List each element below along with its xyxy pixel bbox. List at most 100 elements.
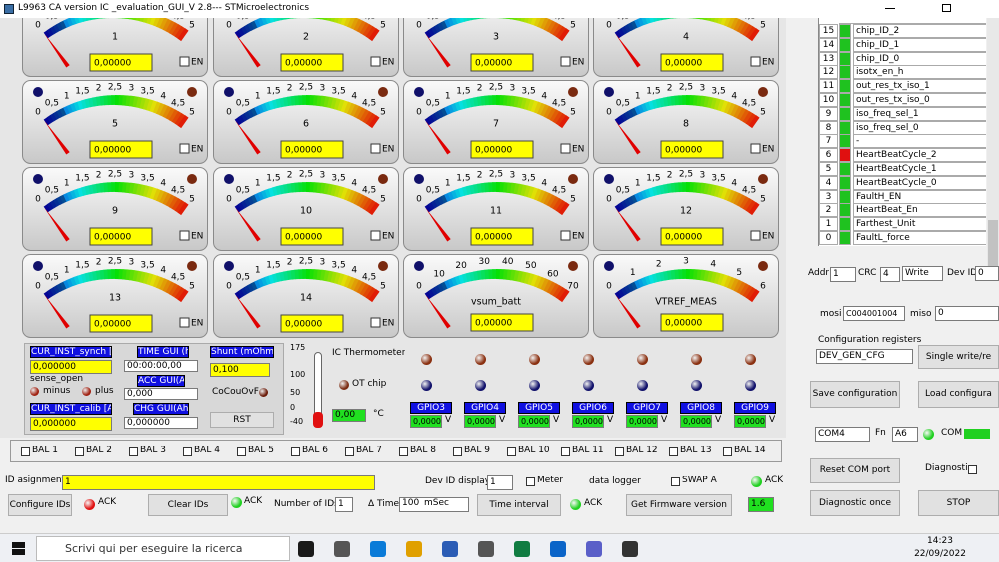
gauge-arc [53, 111, 61, 120]
checkbox[interactable] [723, 447, 732, 456]
bit-indicator [839, 175, 851, 190]
restore-button[interactable] [942, 4, 951, 12]
enable-checkbox[interactable] [750, 56, 761, 67]
checkbox[interactable] [526, 477, 535, 486]
gauge-arc [530, 274, 539, 287]
gauge-scale-label: 2 [667, 171, 673, 181]
thermo-scale-label: 50 [290, 388, 301, 397]
gauge-arc [630, 194, 639, 204]
enable-checkbox[interactable] [179, 317, 190, 328]
text-input[interactable]: 1 [62, 475, 375, 490]
checkbox[interactable] [399, 447, 408, 456]
enable-checkbox[interactable] [370, 230, 381, 241]
gauge-arc [427, 115, 436, 124]
gauge-arc [473, 270, 479, 281]
checkbox[interactable] [507, 447, 516, 456]
enable-checkbox[interactable] [750, 230, 761, 241]
taskbar-icon[interactable] [586, 541, 602, 557]
taskbar-icon[interactable] [334, 541, 350, 557]
clear-ids-button[interactable]: Clear IDs [148, 494, 228, 516]
checkbox[interactable] [291, 447, 300, 456]
gauge-arc [627, 283, 635, 292]
gauge-arc [162, 192, 172, 206]
firmware-button[interactable]: Get Firmware version [626, 494, 732, 516]
gauge-arc [645, 18, 652, 24]
taskbar-icon[interactable] [514, 541, 530, 557]
configure-ids-button[interactable]: Configure IDs [8, 494, 72, 516]
unit: V [445, 415, 452, 425]
checkbox[interactable] [345, 447, 354, 456]
enable-checkbox[interactable] [179, 143, 190, 154]
enable-checkbox[interactable] [370, 317, 381, 328]
checkbox[interactable] [75, 447, 84, 456]
checkbox[interactable] [21, 447, 30, 456]
gauge-arc [543, 105, 553, 119]
gauge-arc [730, 104, 740, 117]
text-input[interactable]: 1 [335, 497, 353, 512]
checkbox[interactable] [671, 477, 680, 486]
enable-checkbox[interactable] [560, 56, 571, 67]
enable-checkbox[interactable] [179, 56, 190, 67]
load-config-button[interactable]: Load configura [918, 381, 999, 408]
bit-number: 12 [819, 65, 838, 80]
spin-input[interactable]: 4 [880, 267, 900, 282]
reset-com-button[interactable]: Reset COM port [810, 458, 900, 483]
checkbox[interactable] [968, 465, 977, 474]
time-interval-button[interactable]: Time interval [477, 494, 561, 516]
dropdown[interactable]: COM4 [815, 427, 870, 442]
enable-checkbox[interactable] [370, 56, 381, 67]
scrollbar-thumb[interactable] [988, 220, 998, 275]
checkbox[interactable] [561, 447, 570, 456]
label: mosi [820, 309, 842, 319]
checkbox[interactable] [615, 447, 624, 456]
taskbar-icon[interactable] [478, 541, 494, 557]
checkbox[interactable] [669, 447, 678, 456]
enable-checkbox[interactable] [560, 230, 571, 241]
stop-button[interactable]: STOP [918, 490, 999, 516]
checkbox[interactable] [453, 447, 462, 456]
gauge-arc [520, 184, 528, 197]
value-field[interactable]: 0,100 [210, 363, 270, 377]
enable-label: EN [191, 145, 203, 155]
gauge-arc [549, 283, 560, 297]
taskbar-icon[interactable] [550, 541, 566, 557]
enable-checkbox[interactable] [750, 143, 761, 154]
gauge-arc [706, 270, 714, 283]
gauge-scale-label: 0,5 [45, 273, 59, 283]
gauge-scale-label: 0 [416, 21, 422, 31]
dropdown[interactable]: Write [902, 266, 943, 281]
gauge-value: 0,00000 [475, 319, 512, 329]
dropdown[interactable]: 100 mSec [399, 497, 469, 512]
gauge-arc [516, 183, 524, 196]
enable-checkbox[interactable] [370, 143, 381, 154]
minimize-button[interactable] [885, 8, 895, 9]
start-button[interactable] [12, 542, 25, 555]
text-input[interactable]: 0 [975, 266, 999, 281]
gauge-arc [617, 202, 626, 211]
gauge-arc [523, 185, 532, 198]
enable-checkbox[interactable] [179, 230, 190, 241]
single-write-button[interactable]: Single write/re [918, 345, 999, 369]
search-box[interactable]: Scrivi qui per eseguire la ricerca [36, 536, 290, 561]
checkbox[interactable] [129, 447, 138, 456]
unit: V [607, 415, 614, 425]
enable-checkbox[interactable] [560, 143, 571, 154]
gauge-arc [261, 276, 269, 287]
gauge-arc [275, 185, 282, 195]
save-config-button[interactable]: Save configuration [810, 381, 900, 408]
close-button[interactable] [986, 2, 998, 16]
taskbar-icon[interactable] [298, 541, 314, 557]
checkbox[interactable] [237, 447, 246, 456]
dropdown[interactable]: 1 [487, 475, 513, 490]
taskbar-icon[interactable] [442, 541, 458, 557]
dropdown[interactable]: DEV_GEN_CFG [816, 349, 913, 364]
gauge-scale-label: 0,5 [616, 18, 630, 22]
taskbar-icon[interactable] [622, 541, 638, 557]
checkbox[interactable] [183, 447, 192, 456]
taskbar-icon[interactable] [370, 541, 386, 557]
taskbar-icon[interactable] [406, 541, 422, 557]
spin-input[interactable]: 1 [830, 267, 856, 282]
rst-button[interactable]: RST [210, 412, 274, 428]
text-input[interactable]: A6 [892, 427, 918, 442]
diagnostic-once-button[interactable]: Diagnostic once [810, 490, 900, 516]
